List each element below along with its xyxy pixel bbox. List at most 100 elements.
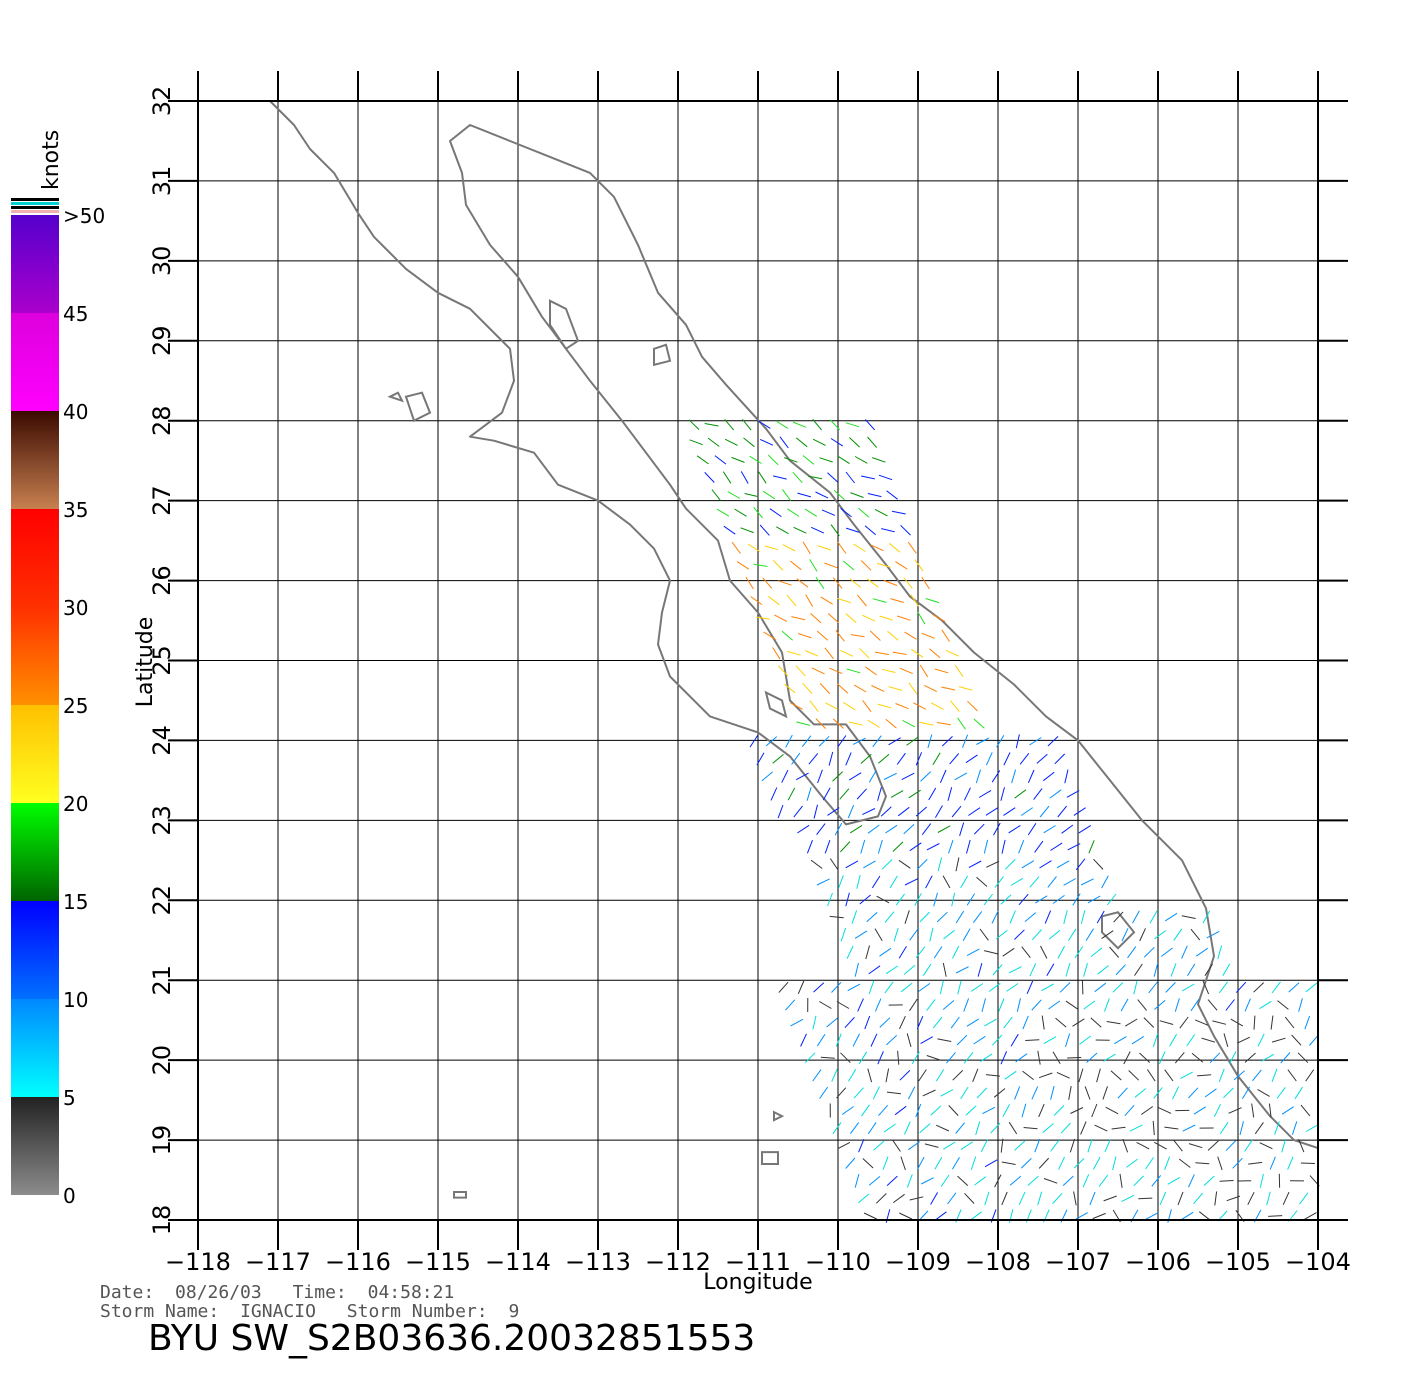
wind-vector-185: [1251, 1103, 1255, 1118]
wind-vector-561: [959, 822, 965, 836]
wind-vector-779: [907, 541, 917, 554]
colorbar-band-2: [11, 901, 59, 999]
wind-vector-595: [908, 789, 921, 799]
wind-vector-493: [983, 893, 994, 906]
colorbar-label-10: >50: [63, 204, 105, 228]
wind-vector-87: [984, 1159, 998, 1168]
wind-vector-262: [1086, 1052, 1098, 1063]
wind-vector-406: [1029, 963, 1037, 977]
wind-vector-672: [825, 702, 839, 710]
wind-vector-509: [960, 875, 969, 889]
wind-vector-707: [840, 649, 854, 657]
wind-vector-451: [1031, 929, 1043, 941]
wind-vector-549: [1050, 842, 1063, 851]
wind-vector-380: [1041, 983, 1054, 992]
wind-vector-51: [1299, 1192, 1309, 1205]
wind-vector-239: [1197, 1074, 1212, 1077]
wind-vector-323: [1106, 1021, 1121, 1025]
wind-vector-510: [976, 876, 988, 887]
wind-vector-142: [990, 1122, 1001, 1134]
wind-vector-474: [1044, 910, 1052, 924]
wind-vector-396: [854, 962, 859, 977]
wind-vector-143: [1008, 1121, 1018, 1135]
footer-info: Date: 08/26/03 Time: 04:58:21 Storm Name…: [100, 1282, 755, 1359]
wind-vector-332: [1270, 1015, 1274, 1030]
wind-vector-689: [924, 684, 938, 693]
wind-vector-792: [734, 508, 747, 517]
wind-vector-279: [870, 1033, 878, 1047]
wind-vector-294: [1131, 1035, 1145, 1045]
x-tick-label-1: −117: [245, 1248, 311, 1276]
wind-vector-360: [1225, 999, 1235, 1011]
wind-vector-677: [913, 702, 927, 710]
wind-vector-603: [1049, 789, 1062, 799]
wind-vector-157: [1254, 1122, 1264, 1135]
storm-number-value: 9: [509, 1301, 520, 1322]
wind-vector-457: [1139, 928, 1146, 942]
wind-vector-101: [1232, 1157, 1243, 1169]
wind-vector-315: [966, 1018, 980, 1027]
wind-vector-455: [1101, 930, 1114, 940]
wind-vector-612: [883, 772, 897, 780]
wind-vector-33: [984, 1191, 990, 1206]
wind-vector-721: [887, 630, 899, 641]
wind-vector-621: [1042, 771, 1055, 782]
wind-vector-644: [801, 735, 812, 748]
wind-vector-555: [849, 824, 863, 834]
wind-vector-210: [1188, 1087, 1199, 1099]
wind-vector-200: [1014, 1086, 1021, 1100]
wind-vector-175: [1070, 1107, 1084, 1114]
wind-vector-416: [1204, 963, 1214, 976]
wind-vector-135: [867, 1122, 877, 1135]
wind-vector-825: [714, 455, 727, 465]
wind-vector-739: [805, 594, 814, 607]
wind-vector-763: [824, 562, 838, 569]
wind-vector-305: [790, 1018, 804, 1027]
wind-vector-272: [1261, 1053, 1275, 1062]
wind-vector-162: [841, 1106, 854, 1115]
wind-vector-182: [1193, 1106, 1207, 1115]
wind-vector-681: [783, 683, 796, 694]
wind-vector-471: [991, 910, 999, 924]
wind-vector-751: [815, 576, 825, 589]
wind-vector-459: [1173, 928, 1183, 941]
wind-vector-691: [958, 686, 973, 691]
wind-vector-453: [1067, 928, 1077, 941]
wind-vector-209: [1172, 1086, 1180, 1100]
wind-vector-801: [891, 510, 906, 515]
wind-vector-790: [900, 524, 911, 536]
wind-vector-108: [873, 1140, 885, 1151]
colorbar-band-9: [11, 215, 59, 313]
wind-vector-463: [851, 910, 858, 924]
wind-vector-823: [878, 474, 893, 481]
wind-vector-663: [867, 719, 880, 728]
wind-vector-303: [1291, 1034, 1302, 1046]
wind-vector-276: [816, 1034, 826, 1047]
wind-vector-386: [1148, 981, 1158, 994]
wind-vector-331: [1253, 1015, 1256, 1030]
wind-vector-50: [1282, 1191, 1290, 1206]
wind-vector-835: [689, 439, 703, 446]
wind-vector-192: [872, 1086, 880, 1100]
wind-vector-361: [1244, 998, 1251, 1012]
wind-vector-690: [941, 686, 956, 691]
wind-vector-55: [906, 1174, 913, 1188]
wind-vector-436: [1160, 947, 1173, 957]
wind-vector-638: [1019, 752, 1030, 765]
wind-vector-443: [893, 927, 899, 942]
wind-vector-826: [731, 456, 745, 463]
y-tick-label-2: 20: [148, 1045, 176, 1076]
wind-vector-418: [846, 945, 854, 959]
wind-vector-541: [909, 842, 922, 852]
wind-vector-847: [704, 423, 719, 427]
wind-vector-304: [1309, 1034, 1319, 1046]
wind-vector-319: [1041, 1015, 1045, 1030]
wind-vector-496: [1034, 895, 1048, 904]
wind-vector-525: [937, 857, 943, 872]
wind-vector-551: [1088, 840, 1095, 854]
x-tick-label-9: −109: [885, 1248, 951, 1276]
wind-vector-577: [915, 806, 928, 817]
wind-vector-265: [1139, 1052, 1151, 1063]
wind-vector-606: [781, 769, 789, 783]
wind-vector-591: [839, 788, 850, 800]
